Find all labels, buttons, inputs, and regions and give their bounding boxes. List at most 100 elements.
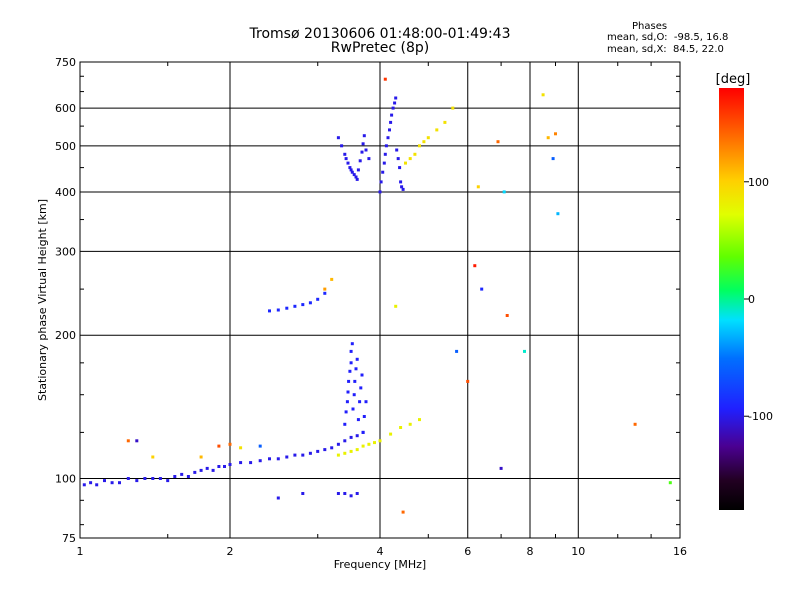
y-tick-label: 75 (62, 532, 76, 545)
data-point (276, 457, 280, 461)
data-point (496, 140, 500, 144)
data-point (358, 159, 362, 163)
colorbar-ticks: 100 0 -100 (744, 176, 773, 423)
data-point (408, 422, 412, 426)
data-point (379, 180, 383, 184)
data-point (126, 439, 130, 443)
data-point (523, 349, 526, 353)
data-point (395, 148, 399, 152)
data-point (354, 175, 358, 179)
data-point (205, 466, 209, 470)
data-point (349, 168, 353, 172)
data-point (323, 287, 327, 291)
data-point (211, 468, 215, 472)
x-tick-label: 10 (571, 545, 585, 558)
data-point (126, 477, 130, 480)
phase-stats-heading: Phases (632, 21, 668, 32)
data-point (336, 442, 340, 446)
data-point (355, 177, 359, 181)
data-point (393, 101, 397, 105)
data-point (199, 468, 203, 472)
data-point (413, 152, 417, 156)
colorbar-tick-label: 0 (748, 293, 755, 306)
data-point (381, 170, 385, 174)
data-point (349, 449, 353, 453)
colorbar-label: [deg] (716, 72, 751, 87)
y-tick-label: 750 (55, 56, 76, 69)
data-point (361, 142, 365, 146)
data-point (316, 297, 320, 301)
data-point (391, 106, 395, 110)
data-point (217, 444, 221, 448)
data-point (401, 510, 405, 514)
x-tick-label: 2 (227, 545, 234, 558)
data-point (426, 136, 430, 140)
data-point (353, 379, 357, 383)
data-point (668, 481, 672, 485)
data-point (551, 157, 555, 161)
x-tick-label: 1 (77, 545, 84, 558)
data-point (418, 418, 421, 422)
data-point (502, 190, 506, 194)
data-point (378, 190, 382, 194)
data-point (355, 357, 359, 361)
data-point (217, 465, 221, 468)
data-point (110, 481, 114, 485)
data-point (308, 301, 312, 305)
data-point (408, 157, 412, 161)
plot-frame (79, 61, 681, 539)
data-point (361, 444, 365, 448)
data-point (451, 106, 455, 110)
data-point (398, 166, 402, 170)
phase-stats-x-mode: mean, sd,X: 84.5, 22.0 (607, 44, 724, 55)
y-tick-label: 600 (55, 102, 76, 115)
data-point (343, 422, 347, 426)
data-point (344, 410, 348, 414)
chart-subtitle: RwPretec (8p) (330, 40, 430, 56)
y-tick-label: 200 (55, 329, 76, 342)
x-tick-label: 8 (527, 545, 534, 558)
chart-title: Tromsø 20130606 01:48:00-01:49:43 (249, 26, 511, 42)
data-point (355, 448, 359, 452)
data-point (228, 463, 232, 466)
data-point (358, 400, 362, 404)
data-point (158, 477, 162, 480)
data-point (308, 451, 312, 455)
data-point (151, 455, 155, 459)
data-point (435, 128, 439, 132)
data-point (223, 465, 226, 468)
data-point (455, 349, 459, 353)
data-point (350, 170, 354, 174)
data-point (346, 390, 350, 394)
data-point (330, 277, 334, 281)
data-point (546, 136, 550, 140)
data-point (361, 430, 365, 434)
data-point (89, 481, 93, 485)
data-point (554, 132, 557, 136)
y-tick-label: 400 (55, 186, 76, 199)
data-point (249, 461, 253, 465)
data-point (362, 415, 366, 418)
data-point (340, 144, 344, 148)
data-point (394, 96, 398, 100)
data-point (399, 426, 403, 429)
data-point (199, 455, 203, 459)
data-point (389, 432, 393, 436)
data-point (373, 441, 376, 445)
data-points (82, 77, 672, 514)
data-point (352, 173, 356, 177)
data-point (388, 128, 391, 132)
data-point (173, 475, 177, 478)
data-point (473, 264, 477, 268)
colorbar-tick-label: -100 (748, 410, 773, 423)
data-point (466, 379, 470, 383)
data-point (180, 472, 184, 476)
data-point (343, 152, 347, 156)
data-point (367, 157, 371, 161)
data-point (135, 479, 139, 483)
data-point (293, 453, 297, 457)
data-point (349, 349, 353, 353)
data-point (343, 451, 347, 455)
data-point (258, 459, 262, 463)
data-point (103, 479, 106, 483)
